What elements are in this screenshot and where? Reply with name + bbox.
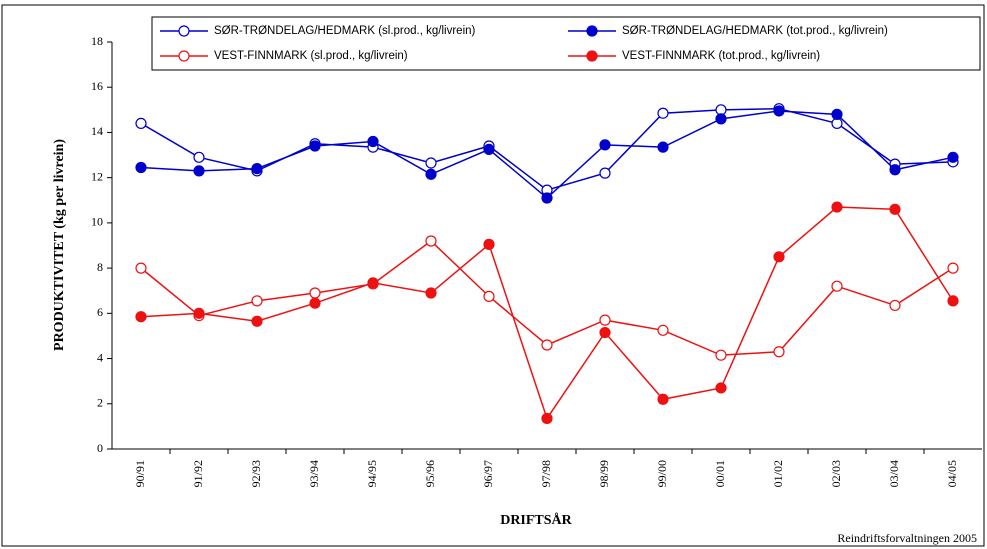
point	[541, 412, 553, 425]
y-tick-label: 6	[97, 305, 103, 319]
point	[425, 287, 437, 299]
legend-label: VEST-FINNMARK (sl.prod., kg/livrein)	[214, 50, 408, 62]
point	[309, 297, 321, 309]
point	[947, 295, 959, 307]
x-tick-label: 00/01	[713, 460, 727, 487]
point	[251, 315, 263, 327]
point	[715, 349, 727, 361]
point	[657, 324, 669, 336]
point	[657, 141, 669, 153]
y-tick-label: 4	[97, 350, 103, 364]
point	[193, 165, 205, 177]
point	[309, 140, 321, 152]
point	[367, 277, 379, 289]
point	[831, 108, 843, 120]
point	[309, 287, 321, 299]
point	[889, 164, 901, 176]
y-tick-label: 16	[91, 79, 103, 93]
chart-frame	[1, 4, 985, 547]
point	[193, 307, 205, 319]
x-tick-label: 01/02	[771, 460, 785, 487]
x-tick-label: 02/03	[829, 460, 843, 487]
x-axis-label: DRIFTSÅR	[500, 512, 572, 528]
point	[889, 203, 901, 215]
legend-label: SØR-TRØNDELAG/HEDMARK (sl.prod., kg/livr…	[214, 25, 476, 37]
point	[715, 382, 727, 394]
x-tick-label: 96/97	[481, 460, 495, 487]
point	[947, 151, 959, 163]
point	[367, 135, 379, 148]
legend-label: VEST-FINNMARK (tot.prod., kg/livrein)	[622, 50, 820, 62]
point	[193, 151, 205, 163]
legend-label: SØR-TRØNDELAG/HEDMARK (tot.prod., kg/liv…	[622, 25, 888, 37]
point	[773, 251, 785, 263]
x-tick-label: 04/05	[945, 460, 959, 487]
y-axis-label: PRODUKTIVITET (kg per livrein)	[52, 139, 67, 351]
y-tick-label: 0	[97, 441, 103, 455]
point	[425, 157, 437, 169]
point	[831, 201, 843, 213]
point	[599, 326, 611, 339]
point	[251, 163, 263, 175]
x-tick-label: 97/98	[539, 460, 553, 487]
x-tick-label: 94/95	[365, 460, 379, 487]
point	[599, 167, 611, 179]
point	[599, 139, 611, 151]
point	[135, 161, 147, 174]
point	[947, 262, 959, 274]
x-tick-label: 91/92	[191, 460, 205, 487]
point	[483, 290, 495, 302]
point	[773, 105, 785, 117]
point	[657, 107, 669, 119]
point	[251, 295, 263, 307]
point	[425, 168, 437, 180]
point	[599, 314, 611, 326]
point	[541, 192, 553, 204]
y-tick-label: 2	[97, 396, 103, 410]
source: Reindriftsforvaltningen 2005	[837, 531, 977, 545]
x-tick-label: 90/91	[133, 460, 147, 487]
legend-marker	[178, 50, 190, 62]
legend-marker	[178, 25, 190, 37]
point	[135, 311, 147, 323]
point	[135, 117, 147, 130]
x-tick-label: 95/96	[423, 460, 437, 487]
point	[541, 339, 553, 351]
point	[889, 299, 901, 312]
point	[715, 113, 727, 125]
x-tick-label: 98/99	[597, 460, 611, 487]
point	[483, 238, 495, 250]
legend-marker	[586, 25, 598, 37]
legend-box	[151, 16, 981, 71]
point	[831, 280, 843, 292]
y-tick-label: 14	[91, 124, 103, 138]
point	[135, 262, 147, 274]
x-tick-label: 03/04	[887, 460, 901, 487]
x-tick-label: 93/94	[307, 460, 321, 487]
y-tick-label: 10	[91, 215, 103, 229]
point	[425, 235, 437, 247]
x-tick-label: 99/00	[655, 460, 669, 487]
legend-marker	[586, 50, 598, 62]
point	[483, 143, 495, 156]
y-tick-label: 8	[97, 260, 103, 274]
y-tick-label: 12	[91, 169, 103, 183]
y-tick-label: 18	[91, 34, 103, 48]
point	[657, 393, 669, 405]
point	[773, 346, 785, 358]
x-tick-label: 92/93	[249, 460, 263, 487]
